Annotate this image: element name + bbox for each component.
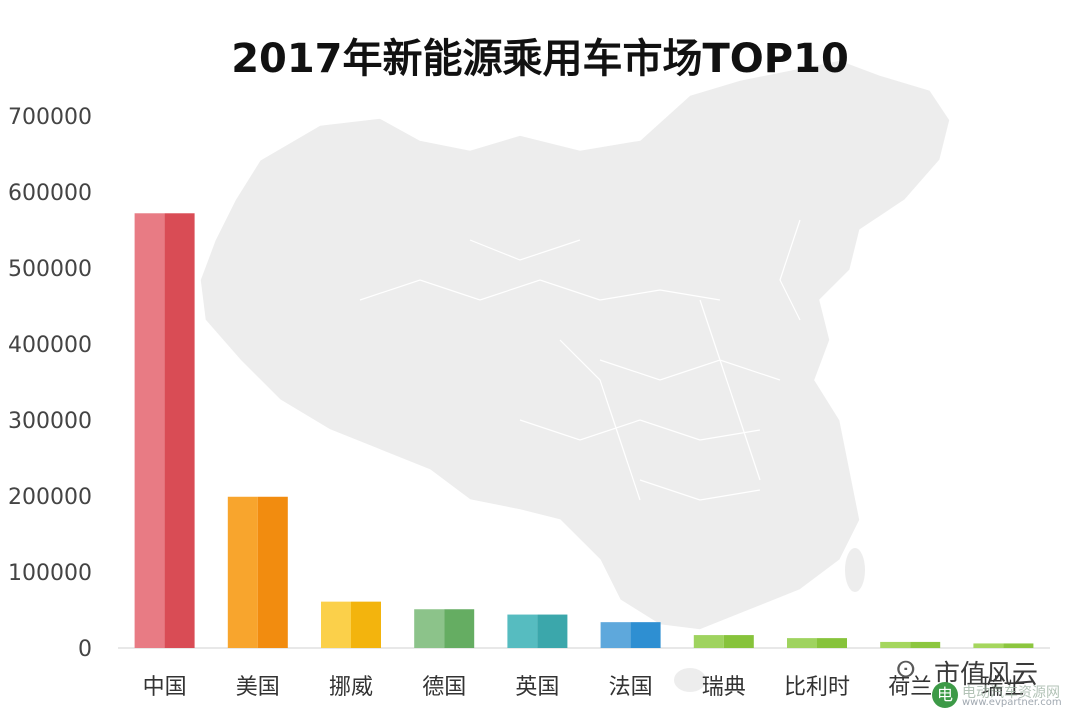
y-tick-label-1: 600000: [8, 181, 92, 206]
wechat-icon: ⵙ: [896, 658, 916, 683]
bar-4-left: [507, 614, 538, 648]
bar-8: [880, 641, 941, 648]
x-tick-label-6: 瑞典: [702, 675, 746, 700]
bar-5: [600, 622, 661, 648]
x-tick-label-4: 英国: [515, 675, 559, 700]
bar-6-right: [723, 635, 754, 648]
bar-5-left: [600, 622, 631, 648]
x-tick-label-3: 德国: [422, 675, 466, 700]
bar-2: [321, 601, 381, 648]
watermark: ⵙ 市值风云 电 电动汽车资源网 www.evpartner.com: [896, 652, 1080, 710]
y-tick-label-6: 100000: [8, 561, 92, 586]
china-map-background: [199, 59, 951, 692]
bar-0-right: [164, 213, 195, 648]
chart-title: 2017年新能源乘用车市场TOP10: [231, 36, 849, 82]
y-tick-label-4: 300000: [8, 409, 92, 434]
bar-4: [507, 614, 568, 648]
bar-1: [227, 496, 288, 648]
x-tick-label-5: 法国: [609, 675, 653, 700]
watermark-logo: 电 电动汽车资源网 www.evpartner.com: [932, 682, 1080, 710]
x-tick-label-1: 美国: [236, 675, 280, 700]
x-tick-label-9: 瑞士: [981, 675, 1025, 700]
bar-9-left: [973, 643, 1004, 648]
x-tick-label-2: 挪威: [329, 675, 373, 700]
bar-6: [693, 635, 754, 648]
x-tick-label-7: 比利时: [784, 675, 850, 700]
bar-9-right: [1003, 643, 1034, 648]
bar-8-right: [910, 641, 941, 648]
bar-0-left: [134, 213, 165, 648]
x-tick-label-8: 荷兰: [888, 675, 932, 700]
y-tick-label-0: 700000: [8, 105, 92, 130]
bar-5-right: [630, 622, 661, 648]
bar-9: [973, 643, 1034, 648]
logo-text: 电动汽车资源网: [962, 685, 1060, 701]
bar-7-left: [787, 638, 817, 648]
bar-3: [414, 609, 475, 648]
y-tick-label-7: 0: [78, 637, 92, 662]
bar-4-right: [537, 614, 568, 648]
bar-0: [134, 213, 195, 648]
bar-3-right: [444, 609, 475, 648]
logo-badge: 电: [932, 682, 958, 708]
bar-8-left: [880, 641, 911, 648]
y-tick-label-2: 500000: [8, 257, 92, 282]
bar-7: [787, 638, 847, 648]
bar-2-right: [351, 601, 381, 648]
bar-2-left: [321, 601, 351, 648]
y-tick-label-3: 400000: [8, 333, 92, 358]
bar-6-left: [693, 635, 724, 648]
bar-1-left: [227, 496, 258, 648]
x-tick-label-0: 中国: [143, 675, 187, 700]
bar-7-right: [817, 638, 847, 648]
bar-3-left: [414, 609, 445, 648]
y-tick-label-5: 200000: [8, 485, 92, 510]
logo-url: www.evpartner.com: [962, 697, 1062, 708]
bar-1-right: [257, 496, 288, 648]
